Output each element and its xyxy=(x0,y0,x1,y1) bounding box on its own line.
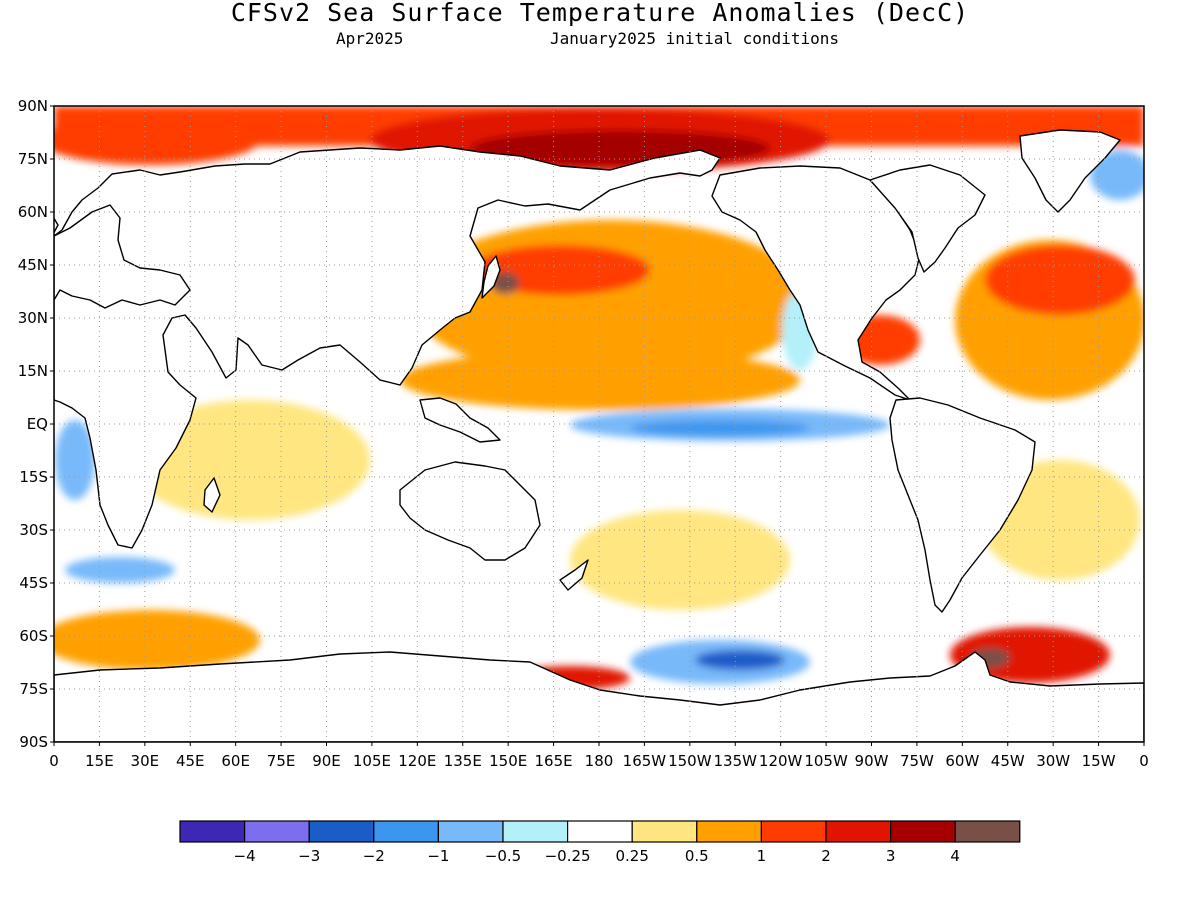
anomaly-north-atlantic-strong xyxy=(985,245,1135,315)
colorbar-swatch xyxy=(179,820,246,843)
lon-label: 150E xyxy=(489,752,527,770)
colorbar-swatch xyxy=(889,820,956,843)
colorbar-label: −4 xyxy=(234,847,256,865)
lon-label: 75E xyxy=(267,752,296,770)
lon-label: 0 xyxy=(1139,752,1149,770)
lon-label: 165W xyxy=(623,752,667,770)
colorbar-swatch xyxy=(566,820,633,843)
lat-label: 15N xyxy=(18,362,48,380)
colorbar-swatch xyxy=(631,820,698,843)
colorbar-label: 1 xyxy=(757,847,767,865)
colorbar-swatch xyxy=(437,820,504,843)
colorbar-swatch xyxy=(373,820,439,843)
anomaly-tropical-pacific-warm xyxy=(400,350,800,410)
anomaly-benguela-cool xyxy=(55,420,95,500)
lat-label: 45N xyxy=(18,256,48,274)
anomaly-japan-core xyxy=(491,272,519,294)
colorbar-swatch xyxy=(244,820,310,843)
lon-label: 0 xyxy=(49,752,59,770)
lat-label: 60S xyxy=(19,627,48,645)
colorbar-swatch xyxy=(954,820,1021,843)
lon-label: 60W xyxy=(945,752,979,770)
land-new-zealand xyxy=(559,559,589,591)
lon-label: 150W xyxy=(668,752,712,770)
anomaly-south-indian-cool xyxy=(65,557,175,583)
lat-lon-grid xyxy=(54,106,1144,742)
lon-label: 90W xyxy=(855,752,889,770)
longitude-axis: 0 15E 30E 45E 60E 75E 90E 105E 120E 135E 150E 165E 1… xyxy=(49,742,1149,770)
lat-label: 30S xyxy=(19,521,48,539)
lon-label: 105E xyxy=(353,752,391,770)
anomaly-indian-warm xyxy=(130,400,370,520)
lat-label: 30N xyxy=(18,309,48,327)
colorbar-label: 0.25 xyxy=(615,847,648,865)
anomaly-south-pacific-warm xyxy=(570,510,790,610)
lat-label: EQ xyxy=(27,415,48,433)
lat-label: 90S xyxy=(19,733,48,751)
lon-label: 120E xyxy=(398,752,436,770)
colorbar-label: −2 xyxy=(363,847,385,865)
land-australia xyxy=(399,461,541,561)
lon-label: 45W xyxy=(991,752,1025,770)
colorbar-label: −3 xyxy=(298,847,320,865)
lon-label: 60E xyxy=(221,752,250,770)
colorbar-label: 4 xyxy=(950,847,960,865)
lat-label: 60N xyxy=(18,203,48,221)
land-uk xyxy=(54,216,59,234)
land-south-america xyxy=(889,397,1036,613)
colorbar-label: 3 xyxy=(886,847,896,865)
lon-label: 15E xyxy=(85,752,114,770)
lon-label: 120W xyxy=(759,752,803,770)
anomaly-weddell-strong xyxy=(950,627,1110,683)
lon-label: 90E xyxy=(312,752,341,770)
colorbar-label: −0.25 xyxy=(545,847,591,865)
land-borneo-indonesia xyxy=(419,397,501,443)
lon-label: 180 xyxy=(585,752,614,770)
land-japan xyxy=(481,255,501,299)
land-antarctica xyxy=(54,651,1144,742)
anomaly-labrador-cool xyxy=(1090,150,1144,200)
lon-label: 30E xyxy=(131,752,160,770)
anomaly-amundsen-cool-core xyxy=(695,650,785,670)
colorbar-label: −1 xyxy=(427,847,449,865)
colorbar-swatch xyxy=(696,820,762,843)
forecast-month: Apr2025 xyxy=(336,29,404,48)
colorbar-swatch xyxy=(308,820,375,843)
lat-label: 90N xyxy=(18,97,48,115)
colorbar-swatch xyxy=(825,820,892,843)
colorbar xyxy=(179,820,1021,843)
lat-label: 15S xyxy=(19,468,48,486)
land-eurasia-africa xyxy=(54,145,721,549)
colorbar-swatch xyxy=(502,820,569,843)
anomaly-equatorial-cool-core xyxy=(630,420,810,436)
lat-label: 75N xyxy=(18,150,48,168)
continents xyxy=(54,129,1144,742)
anomaly-south-ocean-warm xyxy=(54,610,260,670)
colorbar-labels: −4 −3 −2 −1 −0.5 −0.25 0.25 0.5 1 2 3 4 xyxy=(234,847,960,865)
colorbar-label: 0.5 xyxy=(685,847,709,865)
lon-label: 165E xyxy=(535,752,573,770)
lon-label: 135E xyxy=(444,752,482,770)
colorbar-label: −0.5 xyxy=(485,847,521,865)
lon-label: 30W xyxy=(1036,752,1070,770)
land-madagascar xyxy=(203,477,221,513)
colorbar-swatch xyxy=(760,820,827,843)
colorbar-label: 2 xyxy=(821,847,831,865)
lon-label: 45E xyxy=(176,752,205,770)
map-title: CFSv2 Sea Surface Temperature Anomalies … xyxy=(230,0,970,27)
lon-label: 105W xyxy=(804,752,848,770)
anomaly-barents-warm xyxy=(54,115,260,165)
lon-label: 75W xyxy=(900,752,934,770)
lat-label: 75S xyxy=(19,680,48,698)
land-greenland xyxy=(1019,129,1121,213)
initial-conditions-label: January2025 initial conditions xyxy=(550,29,839,48)
lat-label: 45S xyxy=(19,574,48,592)
lon-label: 135W xyxy=(714,752,758,770)
land-north-america-east xyxy=(869,164,986,273)
land-europe-west xyxy=(54,204,191,309)
lon-label: 15W xyxy=(1082,752,1116,770)
latitude-axis: 90N 75N 60N 45N 30N 15N EQ 15S 30S 45S 60S 75S 90S xyxy=(18,97,54,751)
